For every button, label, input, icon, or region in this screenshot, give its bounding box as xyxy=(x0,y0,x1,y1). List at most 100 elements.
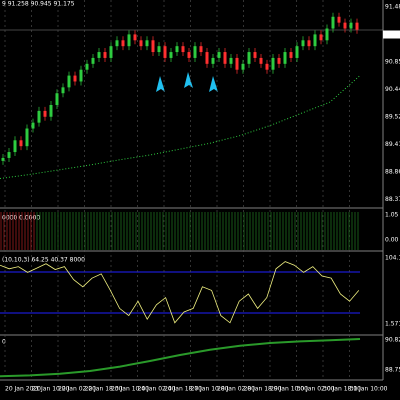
trend-label: 90.8236 xyxy=(385,337,400,344)
candle xyxy=(91,57,95,64)
candle xyxy=(343,22,347,29)
time-label: 24 Jan 18:00 xyxy=(164,386,202,393)
arrow-up xyxy=(184,72,193,88)
candle xyxy=(259,57,263,64)
candle xyxy=(283,52,287,64)
time-label: 23 Jan 10:00 xyxy=(111,386,149,393)
stochastic-line xyxy=(0,261,360,324)
price-label: 88.860 xyxy=(385,169,400,176)
candle xyxy=(157,46,161,53)
arrow-up xyxy=(209,76,218,92)
price-label: 90.855 xyxy=(385,59,400,66)
time-label: 28 Jan 18:00 xyxy=(244,386,282,393)
candle xyxy=(175,46,179,53)
time-label: 20 Jan 2020 xyxy=(5,386,41,393)
candle xyxy=(355,22,359,30)
candle xyxy=(133,34,137,41)
candle xyxy=(7,152,11,158)
histogram-label: 1.05 xyxy=(385,212,399,219)
candle xyxy=(253,52,257,58)
candle xyxy=(97,52,101,58)
candle xyxy=(307,40,311,47)
candle xyxy=(223,52,227,64)
main-header: 9 91.258 90.945 91.175 xyxy=(2,1,75,8)
candle xyxy=(277,57,281,64)
candle xyxy=(67,75,71,88)
candle xyxy=(121,40,125,47)
candle xyxy=(25,128,29,147)
candle xyxy=(163,46,167,58)
price-label: 91.480 xyxy=(385,4,400,11)
candle xyxy=(349,22,353,29)
stochastic-header: (10,10,3) 64.25 40.37 8000 xyxy=(2,257,85,264)
candle xyxy=(205,52,209,64)
time-label: 22 Jan 02:00 xyxy=(58,386,96,393)
candle xyxy=(313,34,317,47)
bid-label-box xyxy=(383,30,400,39)
time-label: 24 Jan 02:00 xyxy=(138,386,176,393)
histogram-header: 0000 0.0000 xyxy=(2,215,40,222)
price-label: 89.410 xyxy=(385,141,400,148)
stochastic-label: 104.1111 xyxy=(385,255,400,262)
candle xyxy=(109,46,113,58)
candle xyxy=(337,16,341,23)
candle xyxy=(1,157,5,161)
candle xyxy=(181,46,185,53)
price-label: 88.370 xyxy=(385,196,400,203)
candle xyxy=(169,52,173,58)
candle xyxy=(217,52,221,58)
candle xyxy=(211,57,215,64)
candle xyxy=(55,93,59,105)
candle xyxy=(241,63,245,70)
candle xyxy=(127,34,131,47)
candle xyxy=(43,110,47,117)
candle xyxy=(187,52,191,58)
trend-header: 0 xyxy=(2,339,6,346)
candle xyxy=(271,57,275,70)
candle xyxy=(301,40,305,47)
candle xyxy=(289,52,293,58)
histogram-label: 0.00 xyxy=(385,237,399,244)
candle xyxy=(319,34,323,41)
candle xyxy=(13,140,17,153)
price-label: 89.520 xyxy=(385,114,400,121)
candle xyxy=(193,46,197,58)
time-label: 30 Jan 18:00 xyxy=(323,386,361,393)
candle xyxy=(103,52,107,58)
time-label: 22 Jan 18:00 xyxy=(85,386,123,393)
candle xyxy=(49,105,53,117)
signal-arrows xyxy=(156,72,218,92)
candle xyxy=(199,46,203,53)
candle xyxy=(19,140,23,147)
candle xyxy=(331,16,335,29)
time-label: 28 Jan 02:00 xyxy=(217,386,255,393)
candle xyxy=(85,63,89,70)
candle xyxy=(151,40,155,53)
time-label: 29 Jan 10:00 xyxy=(270,386,308,393)
candle xyxy=(73,75,77,82)
trend-label: 88.7554 xyxy=(385,367,400,374)
price-label: 91.175 xyxy=(385,31,400,38)
candle xyxy=(31,122,35,129)
moving-average xyxy=(0,75,361,180)
time-label: 21 Jan 10:00 xyxy=(32,386,70,393)
candle xyxy=(229,57,233,64)
candle xyxy=(37,110,41,123)
time-label: 27 Jan 10:00 xyxy=(191,386,229,393)
price-label: 90.445 xyxy=(385,86,400,93)
trend-line xyxy=(0,338,361,378)
candle xyxy=(139,40,143,47)
candle xyxy=(295,46,299,58)
candle xyxy=(79,69,83,82)
candle xyxy=(61,87,65,94)
time-label: 31 Jan 10:00 xyxy=(350,386,388,393)
candle xyxy=(235,57,239,70)
candle xyxy=(265,63,269,70)
time-label: 30 Jan 02:00 xyxy=(297,386,335,393)
candle xyxy=(247,52,251,64)
arrow-up xyxy=(156,76,165,92)
candle xyxy=(145,40,149,47)
stochastic-label: 1.571 xyxy=(385,321,400,328)
